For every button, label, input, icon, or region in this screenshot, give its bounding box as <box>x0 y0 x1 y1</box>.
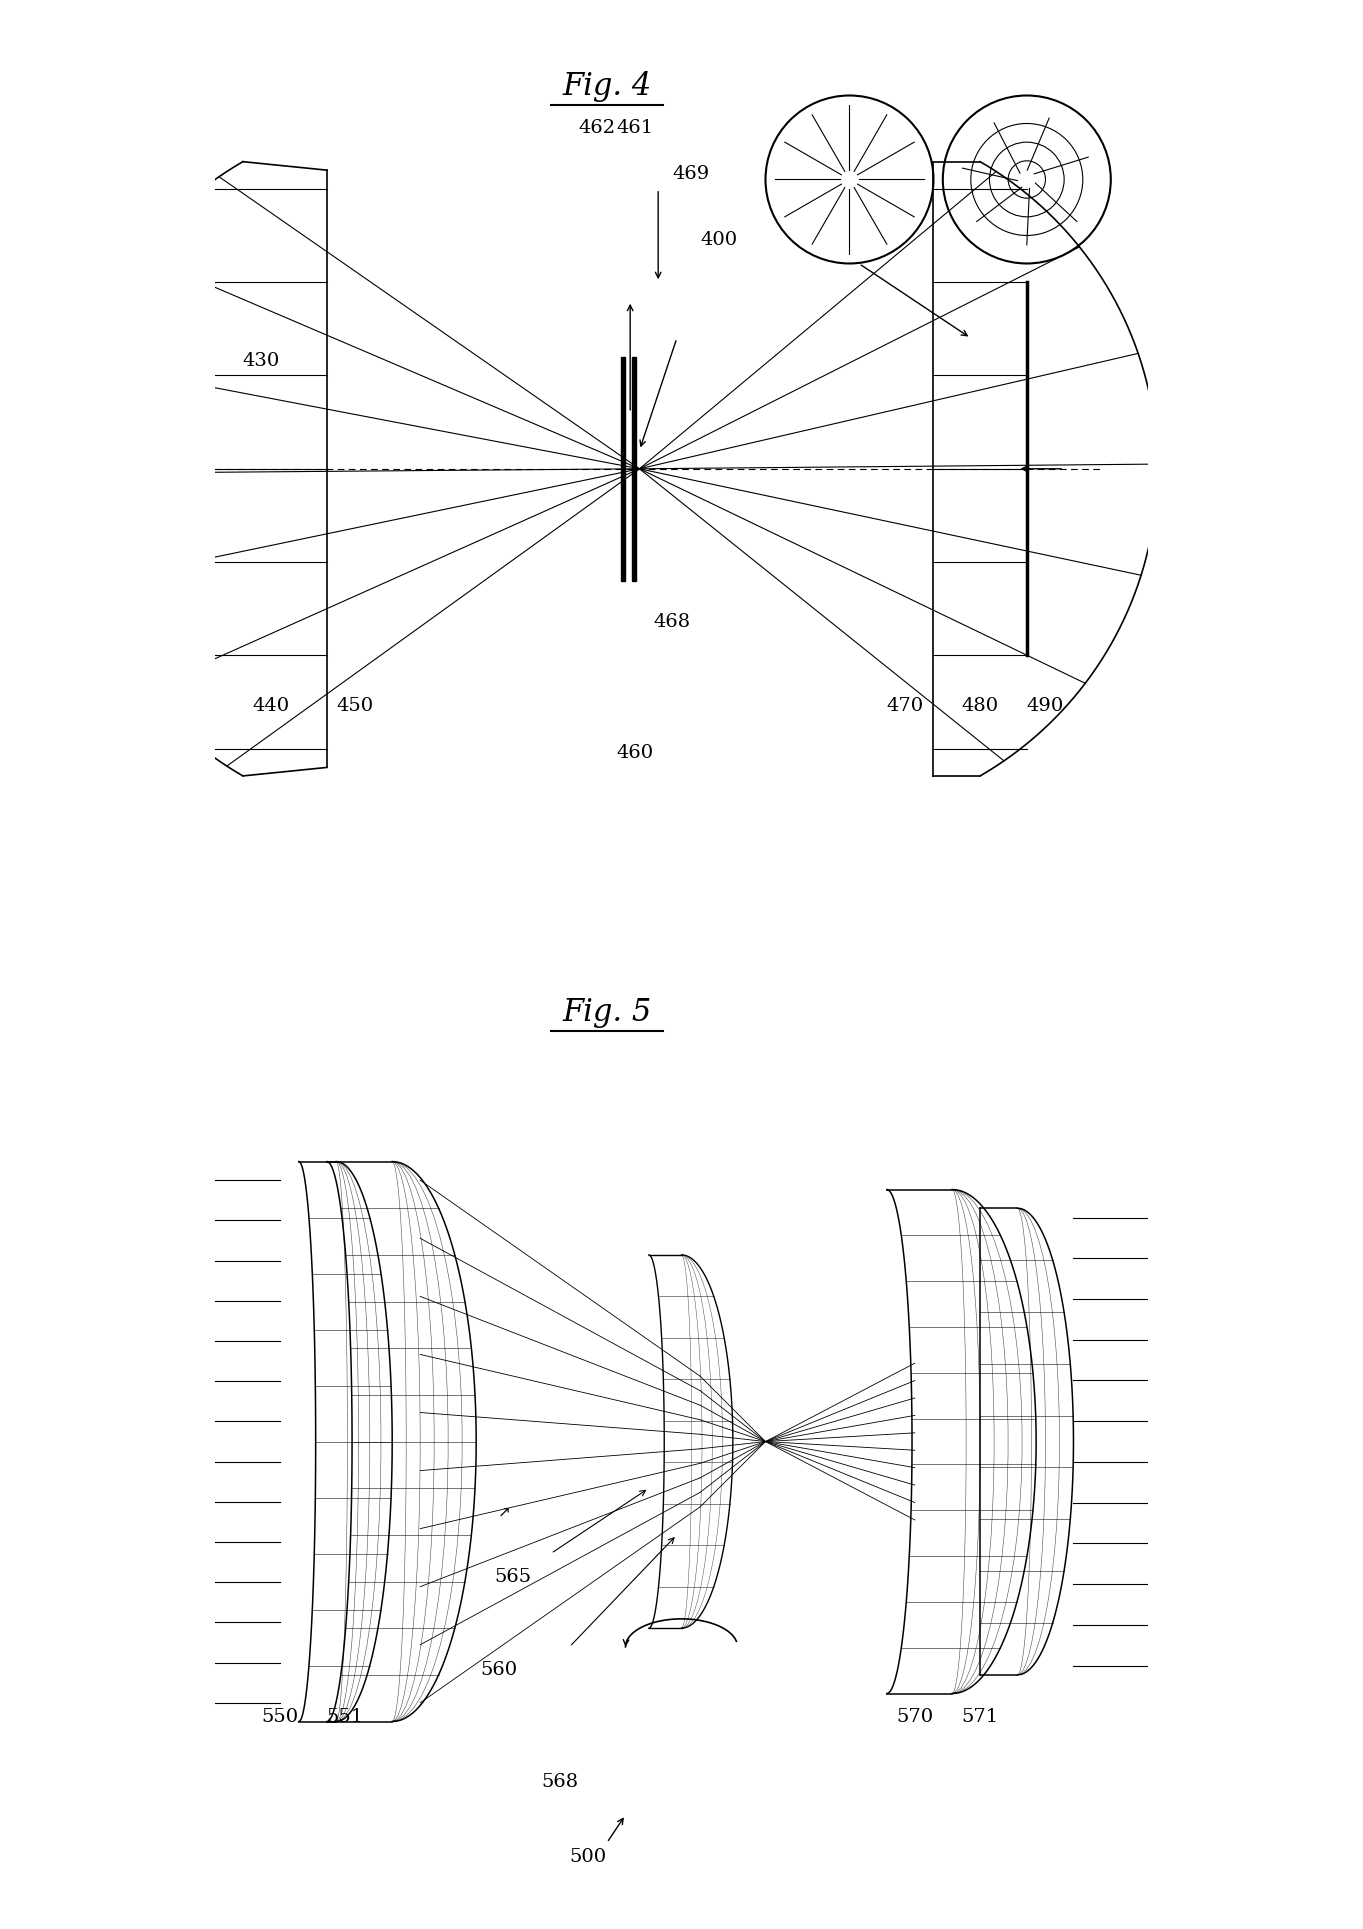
Text: 440: 440 <box>252 698 289 716</box>
Text: 400: 400 <box>701 231 737 249</box>
Text: 570: 570 <box>895 1707 934 1726</box>
Text: 468: 468 <box>653 613 691 631</box>
Text: 565: 565 <box>495 1568 532 1586</box>
Text: 480: 480 <box>961 698 999 716</box>
Text: $\nearrow$: $\nearrow$ <box>495 1505 511 1520</box>
Text: 550: 550 <box>262 1707 298 1726</box>
Text: 460: 460 <box>616 745 653 762</box>
Polygon shape <box>632 357 635 581</box>
Text: 551: 551 <box>327 1707 364 1726</box>
Text: 571: 571 <box>961 1707 999 1726</box>
Text: 450: 450 <box>337 698 373 716</box>
Text: Fig. 5: Fig. 5 <box>562 997 652 1028</box>
Text: 430: 430 <box>243 353 281 370</box>
Text: 568: 568 <box>541 1773 579 1790</box>
Text: 490: 490 <box>1026 698 1065 716</box>
Text: 470: 470 <box>887 698 924 716</box>
Text: 461: 461 <box>616 120 653 137</box>
Text: 560: 560 <box>481 1661 518 1678</box>
Text: 462: 462 <box>579 120 616 137</box>
Text: 500: 500 <box>570 1848 607 1865</box>
Polygon shape <box>620 357 624 581</box>
Text: 469: 469 <box>672 166 709 183</box>
Text: Fig. 4: Fig. 4 <box>562 71 652 102</box>
